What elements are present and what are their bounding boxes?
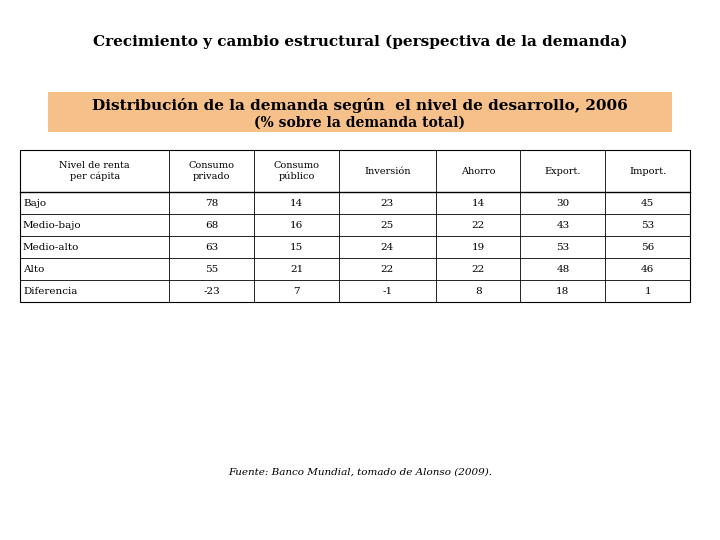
Text: 53: 53 [641, 220, 654, 230]
Text: 14: 14 [290, 199, 303, 207]
Text: Inversión: Inversión [364, 166, 410, 176]
Text: 15: 15 [290, 242, 303, 252]
Text: Ahorro: Ahorro [461, 166, 495, 176]
Text: Medio-alto: Medio-alto [23, 242, 79, 252]
Bar [48, 92, 672, 132]
Text: -1: -1 [382, 287, 392, 295]
Text: 53: 53 [557, 242, 570, 252]
Text: 56: 56 [641, 242, 654, 252]
Text: 45: 45 [641, 199, 654, 207]
Text: 78: 78 [205, 199, 218, 207]
Text: 22: 22 [381, 265, 394, 273]
Text: 63: 63 [205, 242, 218, 252]
Text: 23: 23 [381, 199, 394, 207]
Text: 24: 24 [381, 242, 394, 252]
Text: 55: 55 [205, 265, 218, 273]
Text: Diferencia: Diferencia [23, 287, 77, 295]
Text: Crecimiento y cambio estructural (perspectiva de la demanda): Crecimiento y cambio estructural (perspe… [93, 35, 627, 49]
Text: Consumo
público: Consumo público [274, 160, 320, 181]
Text: 22: 22 [472, 265, 485, 273]
Text: 19: 19 [472, 242, 485, 252]
Text: 25: 25 [381, 220, 394, 230]
Text: 21: 21 [290, 265, 303, 273]
Text: Alto: Alto [23, 265, 45, 273]
Text: 43: 43 [557, 220, 570, 230]
Text: Bajo: Bajo [23, 199, 46, 207]
Text: Distribución de la demanda según  el nivel de desarrollo, 2006: Distribución de la demanda según el nive… [92, 98, 628, 113]
Text: 14: 14 [472, 199, 485, 207]
Text: Nivel de renta
per cápita: Nivel de renta per cápita [59, 160, 130, 181]
Text: 1: 1 [644, 287, 651, 295]
Text: (% sobre la demanda total): (% sobre la demanda total) [254, 116, 466, 130]
Text: Medio-bajo: Medio-bajo [23, 220, 81, 230]
Text: Import.: Import. [629, 166, 666, 176]
Text: 48: 48 [557, 265, 570, 273]
Text: 22: 22 [472, 220, 485, 230]
Text: -23: -23 [203, 287, 220, 295]
Text: 46: 46 [641, 265, 654, 273]
Bar [20, 150, 690, 302]
Text: Export.: Export. [544, 166, 581, 176]
Text: Fuente: Banco Mundial, tomado de Alonso (2009).: Fuente: Banco Mundial, tomado de Alonso … [228, 468, 492, 476]
Text: 30: 30 [557, 199, 570, 207]
Text: 8: 8 [474, 287, 482, 295]
Text: 16: 16 [290, 220, 303, 230]
Text: 7: 7 [293, 287, 300, 295]
Text: 68: 68 [205, 220, 218, 230]
Text: 18: 18 [557, 287, 570, 295]
Text: Consumo
privado: Consumo privado [189, 161, 235, 181]
